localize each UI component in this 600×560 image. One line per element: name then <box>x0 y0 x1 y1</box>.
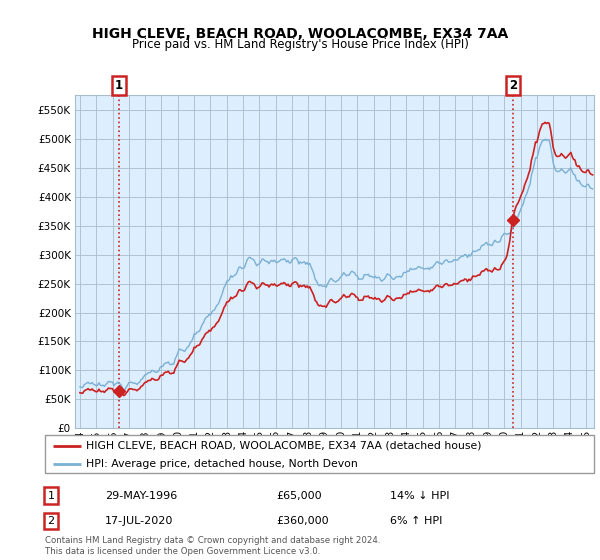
Text: £360,000: £360,000 <box>276 516 329 526</box>
Text: 1: 1 <box>115 79 123 92</box>
Text: 14% ↓ HPI: 14% ↓ HPI <box>390 491 449 501</box>
Text: Price paid vs. HM Land Registry's House Price Index (HPI): Price paid vs. HM Land Registry's House … <box>131 38 469 51</box>
Text: 17-JUL-2020: 17-JUL-2020 <box>105 516 173 526</box>
Text: 2: 2 <box>509 79 517 92</box>
Text: 2: 2 <box>47 516 55 526</box>
Text: HPI: Average price, detached house, North Devon: HPI: Average price, detached house, Nort… <box>86 459 358 469</box>
Text: 29-MAY-1996: 29-MAY-1996 <box>105 491 177 501</box>
Text: HIGH CLEVE, BEACH ROAD, WOOLACOMBE, EX34 7AA: HIGH CLEVE, BEACH ROAD, WOOLACOMBE, EX34… <box>92 27 508 41</box>
Text: HIGH CLEVE, BEACH ROAD, WOOLACOMBE, EX34 7AA (detached house): HIGH CLEVE, BEACH ROAD, WOOLACOMBE, EX34… <box>86 441 482 451</box>
Text: Contains HM Land Registry data © Crown copyright and database right 2024.
This d: Contains HM Land Registry data © Crown c… <box>45 536 380 556</box>
Text: 6% ↑ HPI: 6% ↑ HPI <box>390 516 442 526</box>
Text: 1: 1 <box>47 491 55 501</box>
Text: £65,000: £65,000 <box>276 491 322 501</box>
FancyBboxPatch shape <box>45 435 594 473</box>
